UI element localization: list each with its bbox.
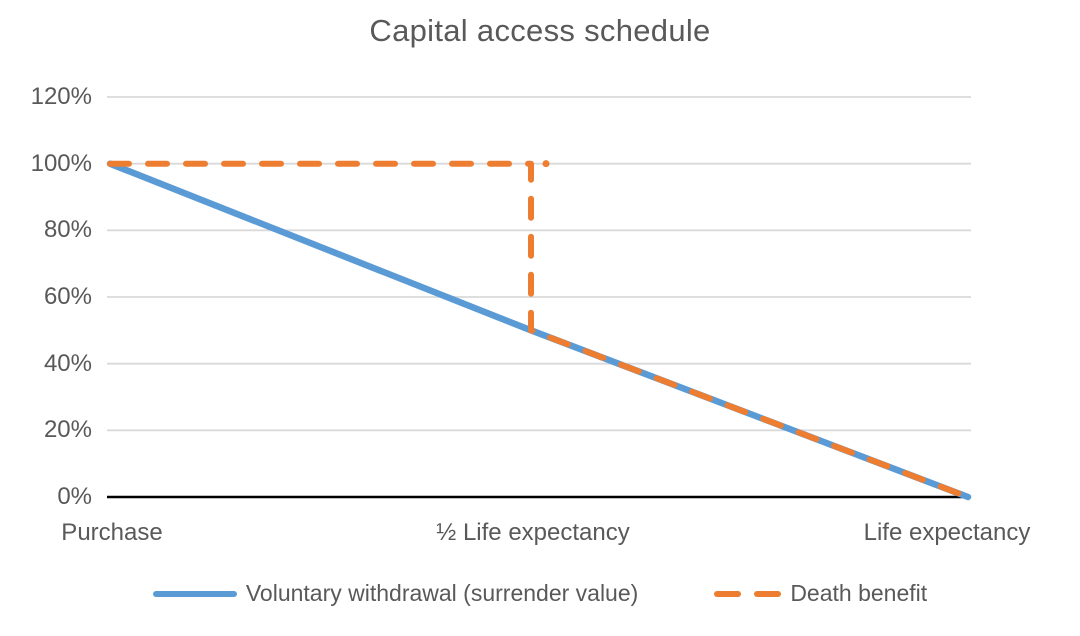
dashed-line-swatch-icon <box>714 590 782 597</box>
legend-label: Death benefit <box>790 580 928 606</box>
x-axis-label-purchase: Purchase <box>61 519 163 546</box>
x-axis-label-half-life-expectancy: ½ Life expectancy <box>436 519 630 546</box>
y-axis-tick-label: 20% <box>43 416 92 443</box>
dash-end-dot <box>542 160 550 168</box>
chart-title: Capital access schedule <box>369 13 711 48</box>
dash-segment <box>714 590 742 597</box>
legend-item-voluntary-withdrawal: Voluntary withdrawal (surrender value) <box>152 580 639 607</box>
y-axis-tick-label: 60% <box>43 283 92 310</box>
legend-label: Voluntary withdrawal (surrender value) <box>245 580 639 606</box>
legend: Voluntary withdrawal (surrender value) D… <box>0 580 1080 607</box>
y-axis-tick-label: 40% <box>43 350 92 377</box>
solid-line-swatch-icon <box>152 590 237 597</box>
y-axis-tick-label: 80% <box>43 216 92 243</box>
y-axis-tick-label: 100% <box>30 150 92 177</box>
dash-segment <box>754 590 782 597</box>
y-axis-tick-label: 120% <box>30 83 92 110</box>
x-axis-label-life-expectancy: Life expectancy <box>863 519 1031 546</box>
legend-item-death-benefit: Death benefit <box>714 580 927 607</box>
series-line-death-benefit <box>107 160 971 500</box>
y-axis-tick-label: 0% <box>57 483 92 510</box>
